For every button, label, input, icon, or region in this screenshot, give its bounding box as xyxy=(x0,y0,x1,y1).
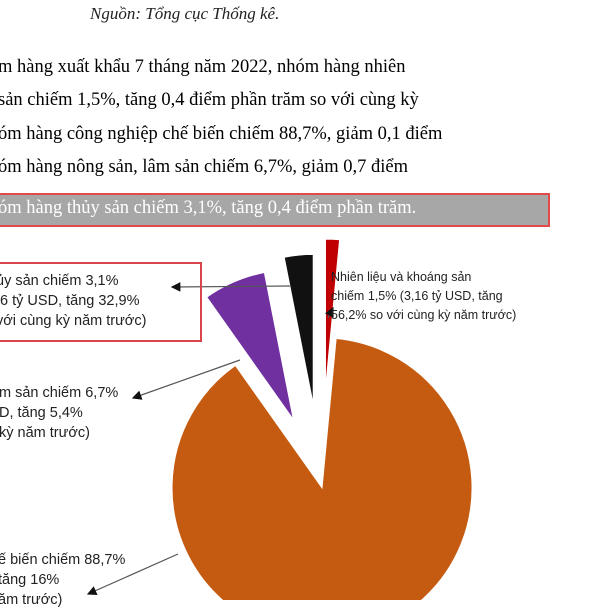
paragraph-line: m hàng xuất khẩu 7 tháng năm 2022, nhóm … xyxy=(0,57,406,77)
slice-nong-san xyxy=(206,271,294,420)
label-line: Nhiên liệu và khoáng sản xyxy=(331,270,472,284)
leader-arrow-che-bien xyxy=(86,553,179,595)
label-line: ế biến chiếm 88,7% xyxy=(0,552,126,568)
slice-che-bien xyxy=(171,337,473,600)
label-line: 56,2% so với cùng kỳ năm trước) xyxy=(331,308,517,322)
leader-arrow-nhien-lieu xyxy=(324,306,334,319)
slice-thuy-san xyxy=(283,253,314,405)
highlighted-selection xyxy=(0,193,550,227)
label-line: chiếm 1,5% (3,16 tỷ USD, tăng xyxy=(331,289,503,303)
highlighted-paragraph-line: óm hàng thủy sản chiếm 3,1%, tăng 0,4 đi… xyxy=(0,198,417,218)
label-nhien-lieu: Nhiên liệu và khoáng sản chiếm 1,5% (3,1… xyxy=(331,268,516,325)
label-line: ăm trước) xyxy=(0,592,63,608)
label-line: tăng 16% xyxy=(0,572,60,588)
leader-arrow-thuy-san xyxy=(170,282,291,292)
label-nong-san: m sản chiếm 6,7% D, tăng 5,4% kỳ năm trư… xyxy=(0,383,118,443)
paragraph-line: óm hàng nông sản, lâm sản chiếm 6,7%, gi… xyxy=(0,157,409,177)
source-caption: Nguồn: Tổng cục Thống kê. xyxy=(90,4,280,23)
label-line: ,6 tỷ USD, tăng 32,9% xyxy=(0,293,140,309)
leader-arrow-nong-san xyxy=(131,359,241,400)
highlight-box-thuy-san xyxy=(0,262,202,342)
label-line: m sản chiếm 6,7% xyxy=(0,385,119,401)
label-thuy-san: ủy sản chiếm 3,1% ,6 tỷ USD, tăng 32,9% … xyxy=(0,271,146,331)
paragraph-line: óm hàng công nghiệp chế biến chiếm 88,7%… xyxy=(0,124,443,144)
label-line: D, tăng 5,4% xyxy=(0,405,83,421)
label-line: ủy sản chiếm 3,1% xyxy=(0,273,119,289)
paragraph-line: sản chiếm 1,5%, tăng 0,4 điểm phần trăm … xyxy=(0,90,419,110)
label-line: kỳ năm trước) xyxy=(0,425,90,441)
label-line: với cùng kỳ năm trước) xyxy=(0,313,147,329)
label-che-bien: ế biến chiếm 88,7% tăng 16% ăm trước) xyxy=(0,550,125,610)
